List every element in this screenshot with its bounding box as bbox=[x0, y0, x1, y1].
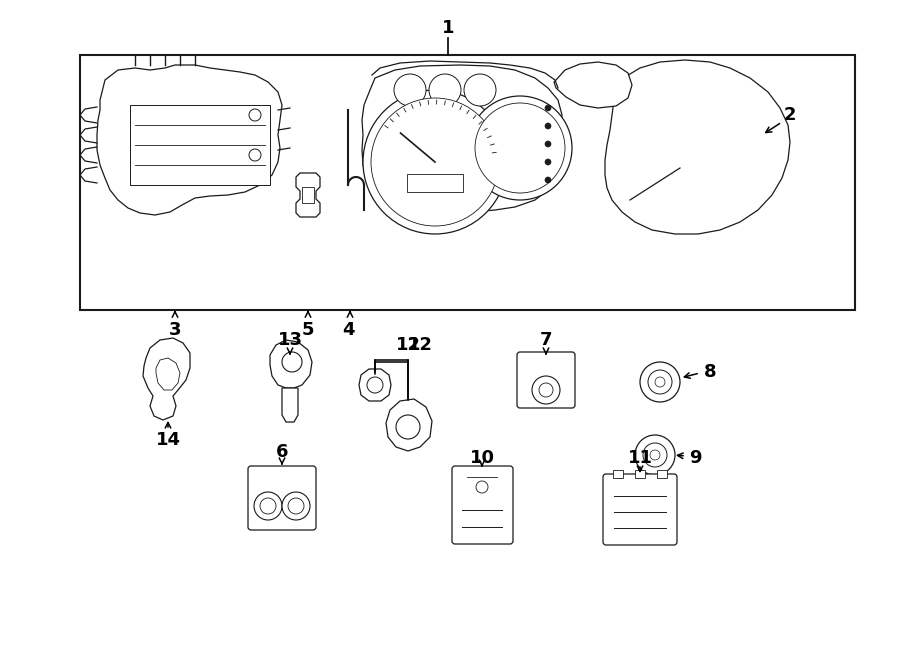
Circle shape bbox=[635, 435, 675, 475]
Text: 1: 1 bbox=[442, 19, 454, 37]
Circle shape bbox=[249, 149, 261, 161]
Text: 6: 6 bbox=[275, 443, 288, 461]
Circle shape bbox=[545, 177, 551, 183]
Circle shape bbox=[249, 109, 261, 121]
FancyBboxPatch shape bbox=[452, 466, 513, 544]
Circle shape bbox=[363, 90, 507, 234]
Circle shape bbox=[545, 141, 551, 147]
Bar bbox=[613, 470, 623, 478]
Text: 11: 11 bbox=[627, 449, 652, 467]
Polygon shape bbox=[97, 65, 282, 215]
Polygon shape bbox=[282, 388, 298, 422]
Text: 12: 12 bbox=[395, 336, 420, 354]
Bar bbox=[130, 105, 270, 185]
Polygon shape bbox=[362, 65, 562, 213]
Circle shape bbox=[475, 103, 565, 193]
Circle shape bbox=[468, 96, 572, 200]
Circle shape bbox=[655, 377, 665, 387]
Polygon shape bbox=[296, 173, 320, 217]
Circle shape bbox=[545, 123, 551, 129]
Circle shape bbox=[429, 74, 461, 106]
Text: 7: 7 bbox=[540, 331, 553, 349]
Circle shape bbox=[545, 159, 551, 165]
Text: 3: 3 bbox=[169, 321, 181, 339]
Polygon shape bbox=[359, 369, 391, 401]
Text: 13: 13 bbox=[277, 331, 302, 349]
Bar bbox=[635, 470, 645, 478]
Polygon shape bbox=[386, 399, 432, 451]
Text: 8: 8 bbox=[704, 363, 716, 381]
Circle shape bbox=[367, 377, 383, 393]
Circle shape bbox=[254, 492, 282, 520]
Bar bbox=[407, 174, 463, 192]
Polygon shape bbox=[143, 338, 190, 420]
Text: 10: 10 bbox=[470, 449, 494, 467]
Bar bbox=[80, 55, 855, 310]
Bar bbox=[657, 470, 667, 478]
Text: 12: 12 bbox=[408, 336, 433, 354]
Circle shape bbox=[288, 498, 304, 514]
FancyBboxPatch shape bbox=[517, 352, 575, 408]
Polygon shape bbox=[270, 340, 312, 388]
Polygon shape bbox=[554, 62, 632, 108]
Circle shape bbox=[260, 498, 276, 514]
Circle shape bbox=[650, 450, 660, 460]
Circle shape bbox=[371, 98, 499, 226]
Circle shape bbox=[648, 370, 672, 394]
Circle shape bbox=[539, 383, 553, 397]
FancyBboxPatch shape bbox=[603, 474, 677, 545]
Circle shape bbox=[545, 105, 551, 111]
FancyBboxPatch shape bbox=[248, 466, 316, 530]
Text: 2: 2 bbox=[784, 106, 796, 124]
Circle shape bbox=[282, 352, 302, 372]
Text: 9: 9 bbox=[688, 449, 701, 467]
Bar bbox=[302, 187, 314, 203]
Circle shape bbox=[394, 74, 426, 106]
Circle shape bbox=[532, 376, 560, 404]
Circle shape bbox=[396, 415, 420, 439]
Circle shape bbox=[464, 74, 496, 106]
Text: 5: 5 bbox=[302, 321, 314, 339]
Polygon shape bbox=[156, 358, 180, 390]
Circle shape bbox=[476, 481, 488, 493]
Text: 4: 4 bbox=[342, 321, 355, 339]
Circle shape bbox=[282, 492, 310, 520]
Text: 14: 14 bbox=[156, 431, 181, 449]
Circle shape bbox=[643, 443, 667, 467]
Polygon shape bbox=[605, 60, 790, 234]
Circle shape bbox=[640, 362, 680, 402]
